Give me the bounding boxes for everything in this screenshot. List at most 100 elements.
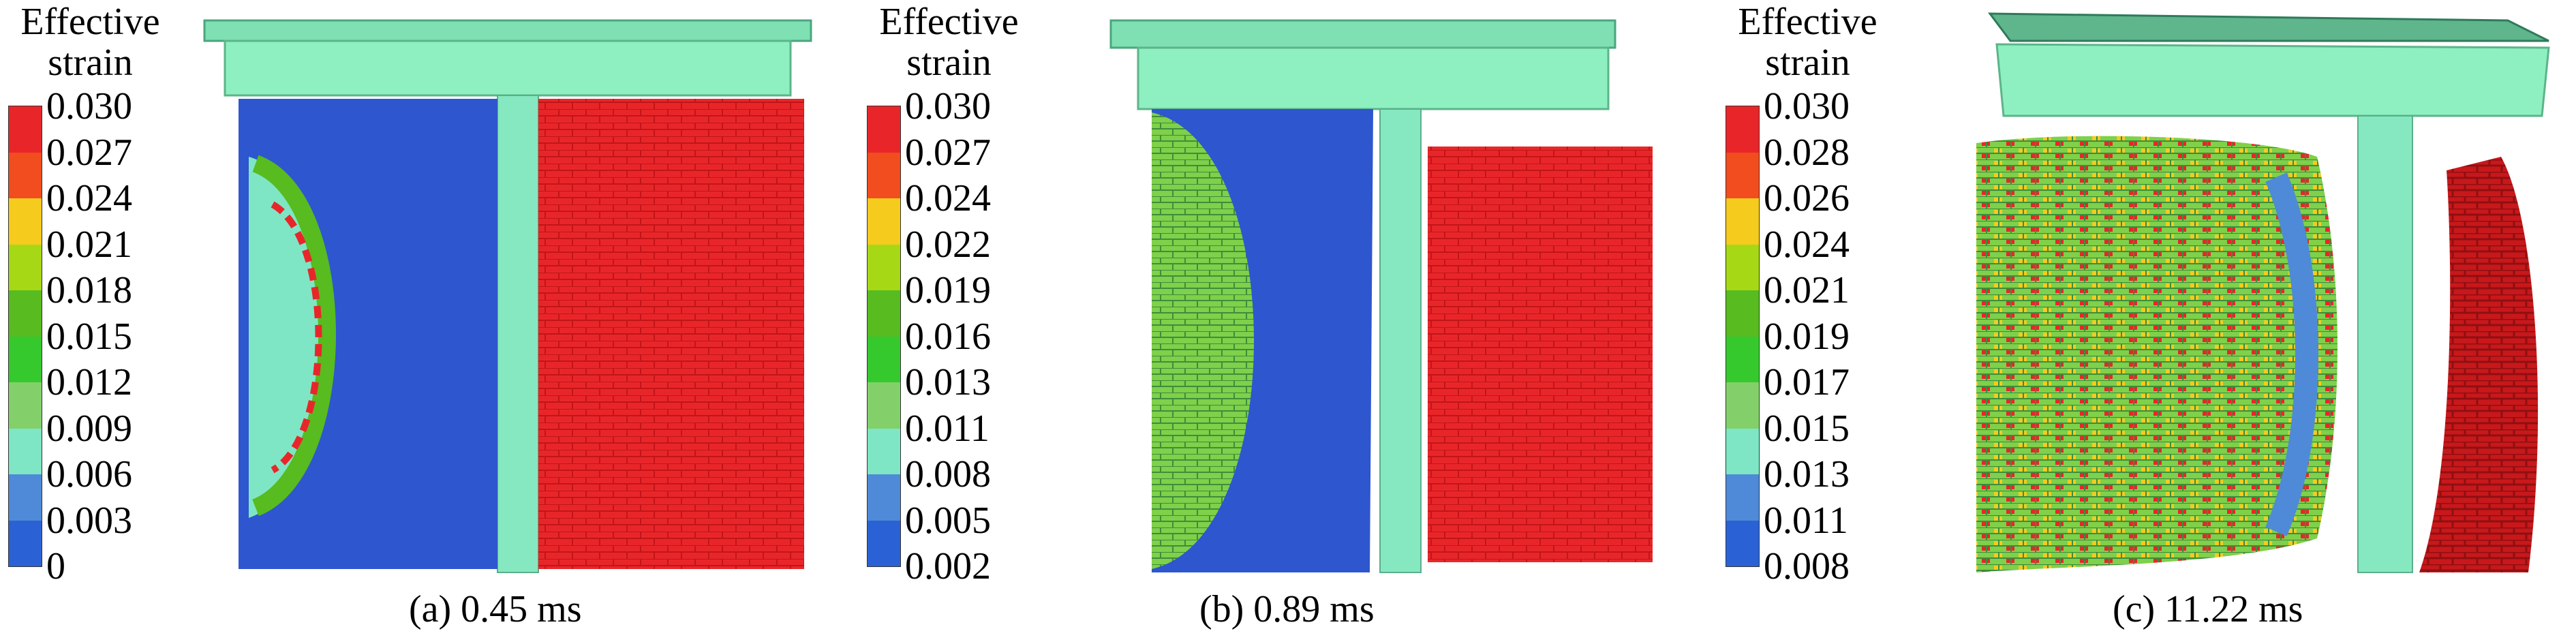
panel-a: Effective strain 0.030 0.027 0.024 0.021…: [0, 0, 859, 644]
color-scale-segment: [868, 244, 900, 290]
legend-title-line-2: strain: [1765, 42, 1850, 84]
tick-label: 0.024: [1764, 223, 1850, 266]
tick-label: 0.024: [905, 177, 991, 219]
tick-label: 0.006: [46, 453, 132, 495]
beam: [224, 40, 792, 97]
simulation-render-c: [1976, 12, 2550, 573]
simulation-render-b: [1109, 19, 1653, 573]
caption: (b) 0.89 ms: [1199, 588, 1375, 630]
tick-label: 0.015: [46, 315, 132, 358]
debris-blue-edge: [2265, 172, 2318, 536]
tick-label: 0.030: [46, 85, 132, 127]
color-scale-bar: [1726, 106, 1760, 567]
legend-title-line-1: Effective: [1738, 1, 1877, 43]
tick-label: 0.013: [905, 361, 991, 403]
slab: [1109, 19, 1616, 49]
legend-title: Effective strain: [1717, 1, 1898, 83]
tick-label: 0.030: [905, 85, 991, 127]
tick-label: 0.003: [46, 499, 132, 542]
color-scale-segment: [9, 106, 42, 153]
panel-c: Effective strain 0.030 0.028 0.026 0.024…: [1717, 0, 2576, 644]
beam: [1137, 46, 1610, 110]
color-scale-segment: [1726, 198, 1759, 245]
color-scale-segment: [1726, 428, 1759, 474]
tick-label: 0.030: [1764, 85, 1850, 127]
tick-label: 0.021: [46, 223, 132, 266]
tick-label: 0.028: [1764, 131, 1850, 174]
color-scale-segment: [9, 152, 42, 198]
color-scale-segment: [868, 382, 900, 429]
color-scale-segment: [868, 474, 900, 521]
tick-label: 0.024: [46, 177, 132, 219]
color-scale-segment: [9, 290, 42, 337]
color-scale-segment: [9, 336, 42, 382]
green-zone: [1152, 112, 1254, 569]
color-scale-segment: [868, 520, 900, 566]
tick-label: 0.022: [905, 223, 991, 266]
damage-ring-outer: [251, 155, 336, 517]
color-scale-segment: [1726, 106, 1759, 153]
legend-title-line-2: strain: [906, 42, 992, 84]
legend-title-line-1: Effective: [879, 1, 1019, 43]
tick-label: 0.005: [905, 499, 991, 542]
tick-label: 0.021: [1764, 269, 1850, 311]
color-scale-segment: [9, 428, 42, 474]
tick-label: 0.002: [905, 545, 991, 587]
color-scale-segment: [868, 428, 900, 474]
slab: [1987, 12, 2549, 42]
beam: [1995, 43, 2550, 117]
color-scale-segment: [1726, 244, 1759, 290]
slab: [203, 19, 812, 42]
debris-right: [2419, 157, 2539, 572]
color-scale-segment: [1726, 290, 1759, 337]
tick-label: 0.009: [46, 407, 132, 450]
tick-label: 0.027: [46, 131, 132, 174]
color-scale-bar: [8, 106, 42, 567]
color-scale-segment: [9, 382, 42, 429]
tick-label: 0.019: [905, 269, 991, 311]
color-scale-segment: [868, 336, 900, 382]
tick-label: 0.019: [1764, 315, 1850, 358]
tick-label: 0: [46, 545, 65, 587]
panel-b: Effective strain 0.030 0.027 0.024 0.022…: [859, 0, 1717, 644]
legend-title-line-2: strain: [48, 42, 133, 84]
color-scale-segment: [1726, 520, 1759, 566]
right-wall: [538, 99, 804, 569]
tick-label: 0.012: [46, 361, 132, 403]
color-scale-segment: [1726, 474, 1759, 521]
tick-label: 0.018: [46, 269, 132, 311]
color-scale-segment: [1726, 152, 1759, 198]
color-scale-segment: [9, 474, 42, 521]
tick-label: 0.026: [1764, 177, 1850, 219]
column: [497, 95, 539, 573]
tick-label: 0.008: [905, 453, 991, 495]
tick-label: 0.016: [905, 315, 991, 358]
tick-label: 0.015: [1764, 407, 1850, 450]
color-scale-bar: [867, 106, 901, 567]
color-scale-segment: [1726, 382, 1759, 429]
color-scale-segment: [868, 198, 900, 245]
tick-label: 0.017: [1764, 361, 1850, 403]
color-scale-segment: [9, 244, 42, 290]
column: [2357, 115, 2413, 573]
caption: (a) 0.45 ms: [409, 588, 582, 630]
tick-label: 0.013: [1764, 453, 1850, 495]
legend-title: Effective strain: [859, 1, 1039, 83]
color-scale-segment: [868, 152, 900, 198]
right-wall: [1428, 147, 1653, 562]
damage-ring-inner: [271, 201, 322, 474]
tick-label: 0.011: [1764, 499, 1848, 542]
legend-title-line-1: Effective: [20, 1, 160, 43]
legend-title: Effective strain: [0, 1, 181, 83]
color-scale-segment: [1726, 336, 1759, 382]
color-scale-segment: [868, 290, 900, 337]
debris-left: [1976, 136, 2337, 572]
column: [1379, 108, 1422, 573]
tick-label: 0.008: [1764, 545, 1850, 587]
color-scale-segment: [9, 520, 42, 566]
color-scale-segment: [9, 198, 42, 245]
simulation-render-a: [203, 19, 812, 573]
color-scale-segment: [868, 106, 900, 153]
caption: (c) 11.22 ms: [2113, 588, 2303, 630]
tick-label: 0.027: [905, 131, 991, 174]
